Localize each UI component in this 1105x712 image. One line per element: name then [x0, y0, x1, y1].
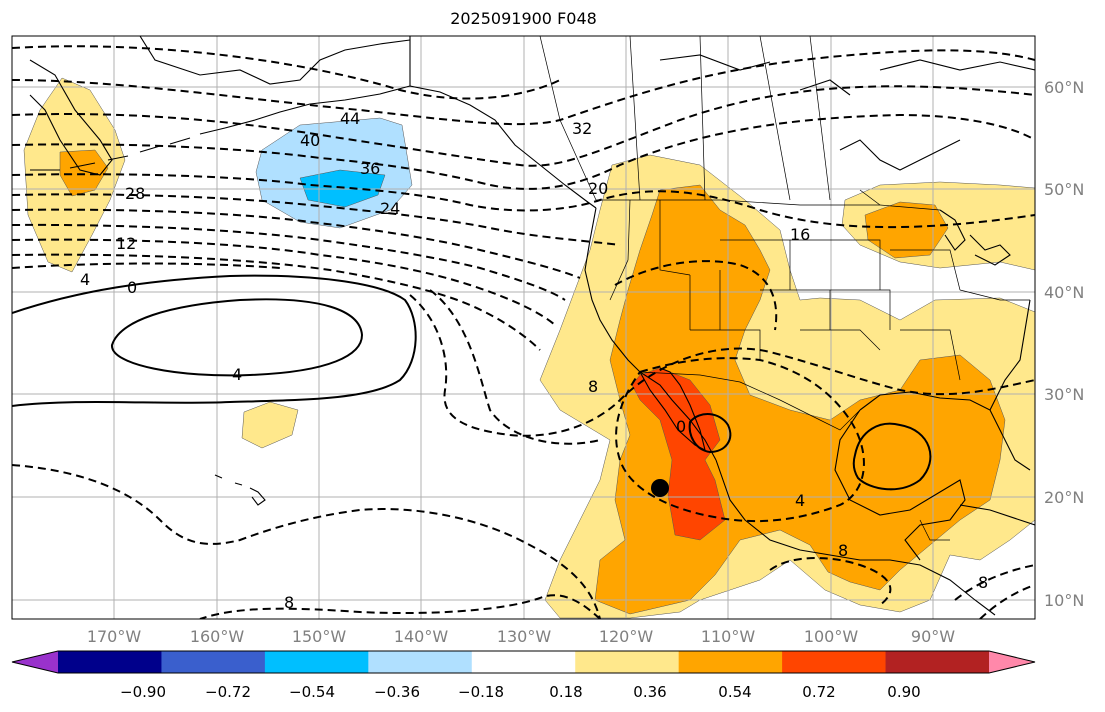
mexico-pacific-coast: [715, 459, 996, 616]
west-coast-us: [584, 207, 717, 461]
orange-region-great-lakes: [864, 201, 949, 259]
contour-label: 28: [125, 184, 145, 203]
graticule: [12, 36, 1035, 619]
lon-label: 120°W: [599, 627, 654, 646]
lon-label: 100°W: [804, 627, 859, 646]
contour-label: 8: [284, 593, 294, 612]
lon-label: 160°W: [190, 627, 245, 646]
lon-label: 90°W: [911, 627, 955, 646]
contour-zero: [12, 274, 417, 407]
hudson-bay: [839, 139, 961, 171]
colorbar-segment: [161, 651, 266, 673]
colorbar-segment: [264, 651, 369, 673]
great-lakes: [939, 209, 1011, 266]
colorbar-outline: [11, 650, 1036, 674]
colorbar-segment: [885, 651, 990, 673]
arctic-islands: [659, 54, 1035, 96]
bering-coast: [139, 36, 411, 85]
us-states: [609, 199, 1030, 541]
lat-label: 20°N: [1044, 488, 1084, 507]
aleutians: [30, 127, 226, 171]
colorbar-segment: [678, 651, 783, 673]
colorbar-tick-labels: −0.90 −0.72 −0.54 −0.36 −0.18 0.18 0.36 …: [120, 683, 921, 701]
colorbar-tick-label: −0.54: [289, 683, 335, 701]
lat-label: 40°N: [1044, 283, 1084, 302]
lat-label: 10°N: [1044, 591, 1084, 610]
us-canada-border: [596, 199, 941, 211]
colorbar-segment: [575, 651, 680, 673]
contour-label: 8: [978, 573, 988, 592]
gulf-coast: [834, 409, 966, 561]
colorbar-tick-label: 0.18: [549, 683, 582, 701]
colorbar-tick-label: −0.36: [374, 683, 420, 701]
lat-label: 50°N: [1044, 180, 1084, 199]
storm-center-marker: [651, 479, 669, 497]
contour-gulf-closed: [852, 422, 932, 491]
contour-label: 0: [127, 278, 137, 297]
cuba: [959, 504, 1035, 526]
contour-label: 44: [340, 109, 360, 128]
east-coast: [989, 299, 1031, 411]
colorbar-tick-label: −0.72: [205, 683, 251, 701]
contour-label: 4: [232, 365, 242, 384]
contour-label: 0: [676, 417, 686, 436]
coastlines: [29, 36, 1035, 616]
latitude-labels: 10°N 20°N 30°N 40°N 50°N 60°N: [1044, 78, 1084, 610]
colorbar-segment: [368, 651, 473, 673]
contour-label: 8: [588, 377, 598, 396]
contour-label: 4: [795, 491, 805, 510]
alaska-coast: [409, 36, 597, 209]
longitude-labels: 170°W 160°W 150°W 140°W 130°W 120°W 110°…: [87, 627, 955, 646]
contour-four-closed: [110, 298, 364, 377]
contour-label: 20: [588, 179, 608, 198]
kamchatka: [29, 59, 113, 176]
lon-label: 140°W: [394, 627, 449, 646]
orange-region-west: [59, 149, 109, 197]
colorbar: [11, 650, 1036, 674]
colorbar-tick-label: −0.18: [458, 683, 504, 701]
lon-label: 150°W: [292, 627, 347, 646]
us-mexico-border: [639, 371, 861, 431]
yellow-region-hawaii-north: [241, 401, 299, 449]
colorbar-tick-label: 0.54: [718, 683, 751, 701]
colorbar-tick-label: −0.90: [120, 683, 166, 701]
colorbar-extend-min: [12, 651, 58, 673]
colorbar-segment: [782, 651, 887, 673]
contour-label: 36: [360, 159, 380, 178]
colorbar-extend-max: [989, 651, 1035, 673]
contour-label: 12: [116, 234, 136, 253]
hawaii-islands: [214, 474, 266, 506]
contour-label: 40: [300, 131, 320, 150]
contour-baja-closed: [688, 413, 732, 454]
us-gulf-coast: [859, 391, 1031, 471]
map-title: 2025091900 F048: [450, 9, 597, 28]
colorbar-segment: [58, 651, 162, 673]
contour-label: 24: [380, 199, 400, 218]
alaska-peninsula: [224, 85, 411, 129]
map-frame: [11, 35, 1036, 620]
contour-label: 8: [838, 541, 848, 560]
contour-lines: [12, 45, 1035, 619]
colorbar-tick-label: 0.72: [802, 683, 835, 701]
colorbar-tick-label: 0.90: [887, 683, 920, 701]
contour-label: 16: [790, 225, 810, 244]
colorbar-segment: [471, 651, 576, 673]
lon-label: 130°W: [497, 627, 552, 646]
lon-label: 170°W: [87, 627, 142, 646]
lat-label: 30°N: [1044, 385, 1084, 404]
colorbar-tick-label: 0.36: [633, 683, 666, 701]
lon-label: 110°W: [701, 627, 756, 646]
contour-label: 32: [572, 119, 592, 138]
contour-label: 4: [80, 270, 90, 289]
lat-label: 60°N: [1044, 78, 1084, 97]
contour-labels: 44 40 36 32 28 24 20 16 12 8 4 0 4 8 4 8…: [80, 109, 988, 612]
map-area: 44 40 36 32 28 24 20 16 12 8 4 0 4 8 4 8…: [12, 36, 1035, 619]
